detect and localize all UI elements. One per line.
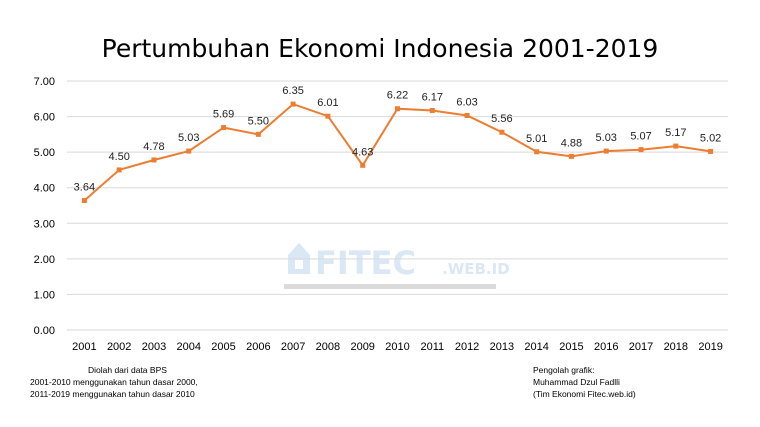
- data-label: 4.63: [352, 146, 373, 158]
- data-point: [325, 113, 331, 119]
- y-tick-label: 7.00: [34, 76, 55, 88]
- data-point: [186, 148, 192, 154]
- grid-lines: [67, 80, 728, 331]
- x-tick-label: 2009: [350, 341, 374, 353]
- data-label: 6.03: [456, 97, 477, 109]
- author-note-line: (Tim Ekonomi Fitec.web.id): [533, 389, 636, 399]
- y-tick-label: 4.00: [34, 183, 55, 195]
- x-tick-label: 2017: [629, 341, 653, 353]
- source-note-line: Diolah dari data BPS: [88, 365, 167, 375]
- x-tick-label: 2019: [698, 341, 722, 353]
- data-label: 4.50: [108, 151, 129, 163]
- y-tick-label: 5.00: [34, 147, 55, 159]
- watermark-suffix: .WEB.ID: [442, 260, 510, 278]
- data-point: [638, 147, 644, 153]
- x-tick-label: 2006: [246, 341, 270, 353]
- x-tick-label: 2012: [455, 341, 479, 353]
- data-point: [673, 143, 679, 149]
- x-tick-label: 2011: [420, 341, 444, 353]
- data-point: [395, 106, 400, 112]
- author-note-line: Muhammad Dzul Fadlli: [533, 377, 620, 387]
- x-tick-label: 2010: [385, 341, 409, 353]
- x-tick-label: 2016: [594, 341, 618, 353]
- data-point: [81, 198, 87, 204]
- x-tick-label: 2002: [107, 341, 131, 353]
- y-tick-label: 6.00: [34, 112, 55, 124]
- data-label: 5.17: [665, 127, 686, 139]
- x-tick-label: 2018: [664, 341, 688, 353]
- data-label: 5.03: [178, 132, 199, 144]
- data-points: [81, 101, 714, 204]
- y-axis-ticks: 0.00 1.00 2.00 3.00 4.00 5.00 6.00 7.00: [34, 76, 55, 337]
- fitec-watermark: FITEC .WEB.ID: [284, 243, 510, 289]
- data-point: [360, 162, 366, 168]
- source-note-line: 2011-2019 menggunakan tahun dasar 2010: [30, 389, 195, 399]
- data-point: [708, 148, 714, 154]
- x-tick-label: 2003: [142, 341, 166, 353]
- data-label: 6.22: [387, 90, 408, 102]
- x-tick-label: 2007: [281, 341, 305, 353]
- data-point: [429, 108, 435, 114]
- data-label: 3.64: [74, 182, 95, 194]
- data-label: 5.03: [596, 132, 617, 144]
- x-tick-label: 2014: [524, 341, 548, 353]
- x-tick-label: 2005: [211, 341, 235, 353]
- data-point: [534, 149, 540, 155]
- data-point: [116, 167, 122, 173]
- x-tick-label: 2008: [316, 341, 340, 353]
- data-label: 5.69: [213, 109, 234, 121]
- author-note-line: Pengolah grafik:: [533, 365, 595, 375]
- data-label: 4.78: [143, 141, 164, 153]
- watermark-brand: FITEC: [315, 244, 416, 282]
- data-point: [464, 113, 470, 119]
- y-tick-label: 0.00: [34, 325, 55, 337]
- y-tick-label: 2.00: [34, 254, 55, 266]
- data-label: 5.50: [248, 115, 269, 127]
- y-tick-label: 1.00: [34, 289, 55, 301]
- data-point: [568, 153, 574, 159]
- data-point: [255, 131, 261, 137]
- data-label: 6.17: [422, 92, 443, 104]
- source-note: Diolah dari data BPS 2001-2010 menggunak…: [30, 364, 198, 400]
- author-note: Pengolah grafik: Muhammad Dzul Fadlli (T…: [533, 364, 636, 400]
- data-label: 5.56: [491, 113, 512, 125]
- y-tick-label: 3.00: [34, 218, 55, 230]
- x-axis-ticks: 2001 2002 2003 2004 2005 2006 2007 2008 2009 2010…: [72, 341, 723, 353]
- data-label: 5.01: [526, 133, 547, 145]
- watermark-underline: [284, 284, 496, 289]
- x-tick-label: 2001: [72, 341, 96, 353]
- data-point: [290, 101, 296, 107]
- x-tick-label: 2015: [559, 341, 583, 353]
- x-tick-label: 2004: [177, 341, 201, 353]
- x-tick-label: 2013: [490, 341, 514, 353]
- data-label: 5.02: [700, 132, 721, 144]
- data-label: 6.35: [282, 85, 303, 97]
- data-label: 4.88: [561, 137, 582, 149]
- data-labels: 3.64 4.50 4.78 5.03 5.69 5.50 6.35 6.01 4.63 6.22…: [74, 85, 722, 193]
- data-label: 5.07: [630, 131, 651, 143]
- data-point: [499, 129, 505, 135]
- data-point: [221, 125, 227, 131]
- data-point: [603, 148, 609, 154]
- chart-title: Pertumbuhan Ekonomi Indonesia 2001-2019: [101, 34, 659, 63]
- data-point: [151, 157, 157, 163]
- data-label: 6.01: [317, 97, 338, 109]
- source-note-line: 2001-2010 menggunakan tahun dasar 2000,: [30, 377, 198, 387]
